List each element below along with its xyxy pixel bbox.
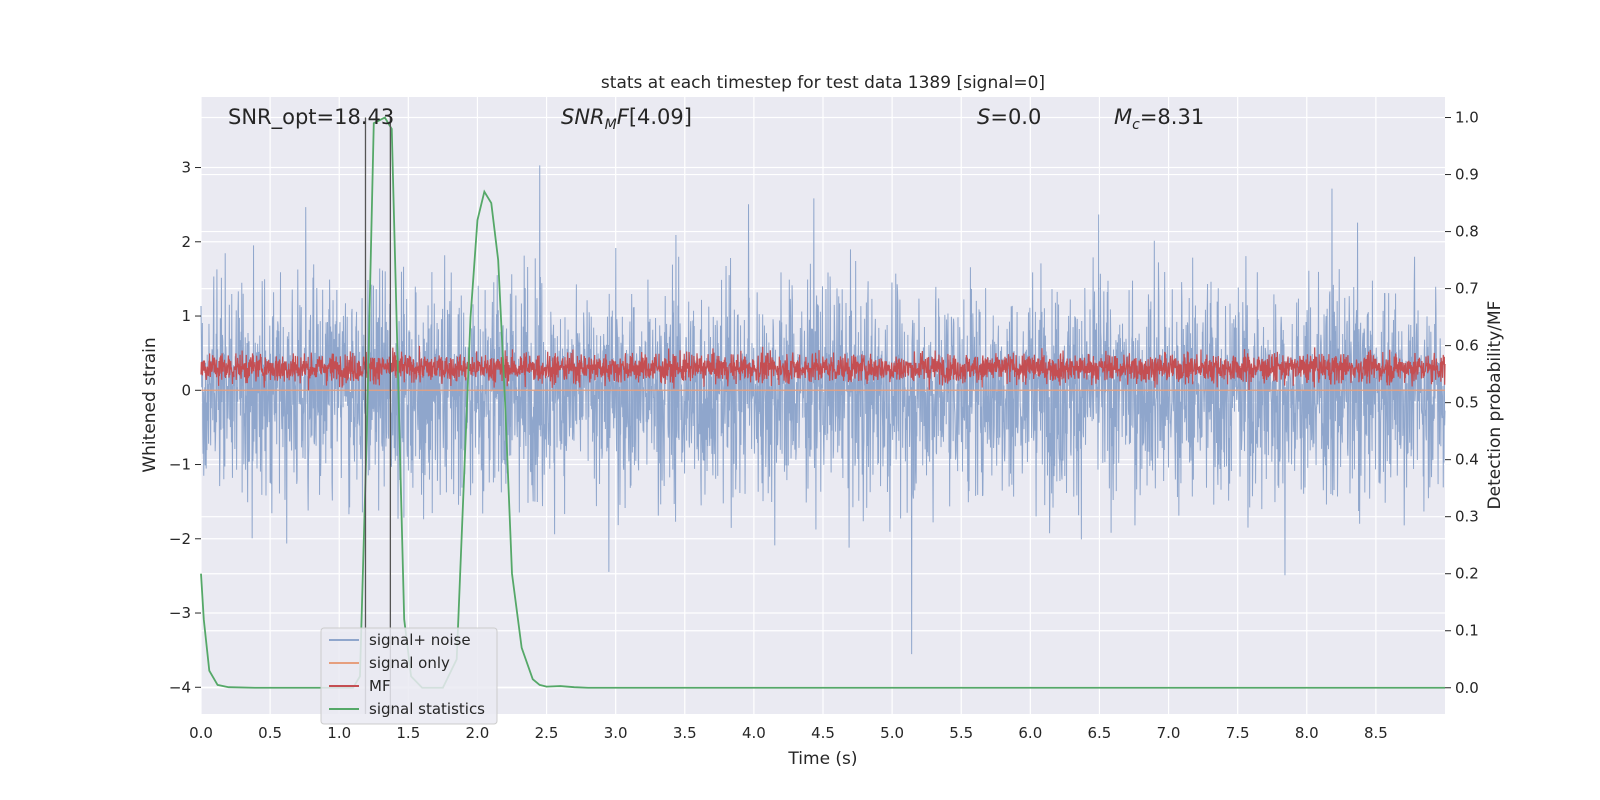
y-tick-label: −4 [169, 678, 191, 696]
y-tick-label: −3 [169, 604, 191, 622]
x-tick-label: 7.0 [1157, 724, 1181, 742]
y2-tick-label: 0.4 [1455, 451, 1479, 469]
y2-tick-label: 0.3 [1455, 508, 1479, 526]
x-tick-label: 3.0 [604, 724, 628, 742]
x-tick-label: 3.5 [673, 724, 697, 742]
legend-label: signal+ noise [369, 631, 471, 649]
x-tick-label: 6.0 [1018, 724, 1042, 742]
annotation-s: S=0.0 [977, 105, 1041, 129]
y2-tick-label: 0.7 [1455, 280, 1479, 298]
y-tick-label: −2 [169, 530, 191, 548]
x-tick-label: 8.0 [1295, 724, 1319, 742]
series-line-mf [200, 345, 1446, 391]
tick-labels: 0.0 0.5 1.0 1.5 2.0 2.5 3.0 3.5 4.0 4.5 5.0 5.5 6.0 6… [169, 109, 1479, 742]
annotation-snr-opt: SNR_opt=18.43 [228, 105, 394, 130]
x-tick-label: 4.0 [742, 724, 766, 742]
y-axis-label: Whitened strain [140, 337, 160, 472]
annotation-mc: Mc=8.31 [1114, 105, 1204, 133]
annotation-mc-value: =8.31 [1140, 105, 1204, 129]
x-tick-label: 0.5 [258, 724, 282, 742]
y-tick-label: 0 [181, 381, 191, 399]
y2-tick-label: 0.1 [1455, 622, 1479, 640]
y2-tick-label: 0.5 [1455, 394, 1479, 412]
x-tick-label: 8.5 [1364, 724, 1388, 742]
annotation-s-value: =0.0 [990, 105, 1041, 129]
x-tick-label: 1.5 [396, 724, 420, 742]
y-tick-label: 3 [181, 159, 191, 177]
x-tick-label: 7.5 [1226, 724, 1250, 742]
x-axis-label: Time (s) [787, 749, 857, 769]
x-tick-label: 1.0 [327, 724, 351, 742]
series-line-signal-statistics [200, 116, 1445, 689]
series-line-signal-noise [200, 165, 1446, 655]
series-layer [200, 116, 1446, 714]
legend-box [320, 627, 498, 725]
y2-axis-label: Detection probability/MF [1485, 301, 1505, 510]
chart-title: stats at each timestep for test data 138… [601, 73, 1045, 93]
annotation-snr-mf-value: [4.09] [629, 105, 692, 129]
x-tick-label: 2.5 [535, 724, 559, 742]
x-tick-label: 5.0 [880, 724, 904, 742]
y2-tick-label: 0.8 [1455, 223, 1479, 241]
legend: signal+ noise signal only MF signal statist… [320, 627, 498, 725]
y2-tick-label: 0.2 [1455, 565, 1479, 583]
y-tick-label: 2 [181, 233, 191, 251]
x-tick-label: 0.0 [189, 724, 213, 742]
x-tick-label: 2.0 [466, 724, 490, 742]
y2-tick-label: 0.9 [1455, 166, 1479, 184]
y-tick-label: 1 [181, 307, 191, 325]
legend-label: signal only [369, 654, 450, 672]
x-tick-label: 6.5 [1088, 724, 1112, 742]
y2-tick-label: 0.6 [1455, 337, 1479, 355]
y2-tick-label: 0.0 [1455, 679, 1479, 697]
x-tick-label: 4.5 [811, 724, 835, 742]
legend-label: MF [369, 677, 391, 695]
annotation-snr-mf: SNRMF[4.09] [561, 105, 692, 133]
legend-label: signal statistics [369, 700, 485, 718]
y-tick-label: −1 [169, 456, 191, 474]
y2-tick-label: 1.0 [1455, 109, 1479, 127]
x-tick-label: 5.5 [949, 724, 973, 742]
